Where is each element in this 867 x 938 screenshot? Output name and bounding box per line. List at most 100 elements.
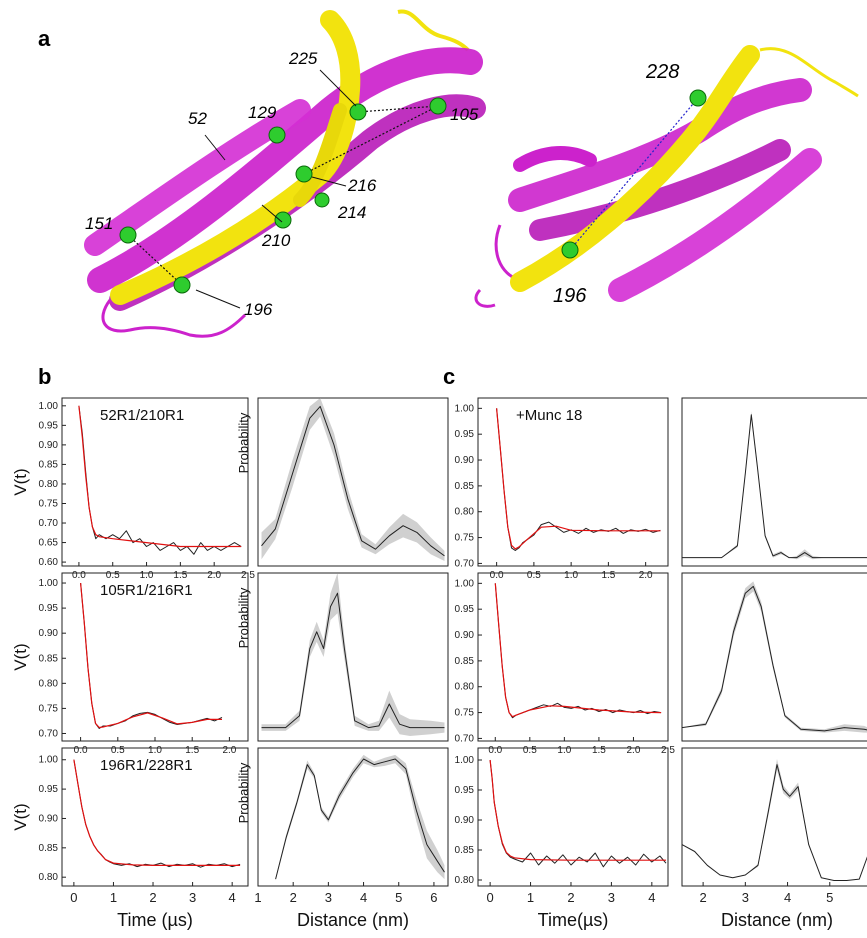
x-tick-label: 4	[360, 890, 367, 905]
x-tick-label: 2	[290, 890, 297, 905]
leader-196	[195, 289, 241, 309]
fit-trace	[489, 759, 666, 861]
panel-annotation: 196R1/228R1	[100, 757, 193, 774]
x-tick-label: 4	[229, 890, 236, 905]
panel-label-b: b	[38, 364, 51, 389]
spin-label-sphere-214	[314, 192, 330, 208]
spin-label-sphere-151	[119, 226, 137, 244]
distance-line-105-216	[303, 105, 439, 175]
data-trace	[681, 764, 867, 881]
y-tick-label: 0.75	[39, 498, 59, 509]
x-tick-label: 1	[254, 890, 261, 905]
y-tick-label: 0.90	[455, 815, 475, 826]
residue-label: 214	[337, 203, 366, 222]
yellow-tail-right	[759, 47, 859, 98]
y-tick-label: 0.95	[455, 785, 475, 796]
y-tick-label: 0.95	[39, 420, 59, 431]
residue-label: 225	[288, 49, 318, 68]
chart-c1-time: 0.70 0.75 0.80 0.85 0.90 0.95 1.00 0.0 0.5 1.0 1.5…	[455, 397, 669, 581]
x-axis-label: Time (µs)	[117, 910, 193, 930]
x-tick-label: 2.0	[639, 570, 653, 581]
y-tick-label: 1.00	[455, 578, 475, 589]
x-tick-label: 0	[487, 890, 494, 905]
y-tick-label: 0.90	[39, 628, 59, 639]
x-tick-label: 2	[567, 890, 574, 905]
y-axis-label: Probability	[236, 762, 251, 823]
fit-trace	[80, 582, 222, 729]
chart-b2-dist: Probability	[236, 572, 449, 742]
plot-frame	[257, 747, 449, 887]
error-band	[682, 581, 867, 733]
x-tick-label: 4	[784, 890, 791, 905]
y-tick-label: 0.80	[39, 678, 59, 689]
data-trace	[73, 759, 241, 868]
spin-label-sphere-210	[274, 211, 292, 229]
x-tick-label: 0.5	[527, 570, 541, 581]
x-tick-label: 1	[110, 890, 117, 905]
chart-c1-dist	[681, 397, 867, 567]
y-tick-label: 0.60	[39, 557, 59, 568]
y-axis-label: Probability	[236, 412, 251, 473]
x-tick-label: 2.0	[627, 745, 641, 756]
plot-frame	[681, 397, 867, 567]
fit-trace	[496, 408, 661, 550]
magenta-loop-r	[474, 224, 521, 308]
chart-grid: 0.600.650.700.750.800.850.900.951.000.0 0…	[11, 397, 867, 930]
x-tick-label: 1.5	[173, 570, 187, 581]
x-tick-label: 1.5	[601, 570, 615, 581]
protein-structure-left: 52 129 225 105 216 214 210 151 196	[84, 9, 486, 338]
y-axis-label: V(t)	[11, 468, 30, 495]
x-tick-label: 2.0	[222, 745, 236, 756]
chart-b3-time: 0.80 0.85 0.90 0.95 1.00 0 1 2 3 4 V(t) Time (µs) 19…	[11, 747, 249, 930]
x-tick-label: 0.5	[106, 570, 120, 581]
residue-label: 216	[347, 176, 377, 195]
y-tick-label: 0.70	[455, 558, 475, 569]
protein-structure-right: 228 196	[474, 45, 859, 308]
y-axis-label: V(t)	[11, 643, 30, 670]
x-tick-label: 0.0	[72, 570, 86, 581]
x-axis-label: Time(µs)	[538, 910, 609, 930]
yellow-helix-2	[293, 103, 347, 207]
spin-label-sphere-216	[295, 165, 313, 183]
data-trace	[261, 592, 445, 729]
x-tick-label: 0.0	[488, 745, 502, 756]
y-tick-label: 0.85	[39, 459, 59, 470]
y-tick-label: 0.85	[39, 843, 59, 854]
plot-frame	[257, 572, 449, 742]
panel-annotation: 52R1/210R1	[100, 407, 184, 424]
spin-label-sphere-225	[349, 103, 367, 121]
y-tick-label: 0.80	[39, 872, 59, 883]
x-tick-label: 2	[699, 890, 706, 905]
y-tick-label: 0.80	[39, 479, 59, 490]
x-tick-label: 3	[325, 890, 332, 905]
distance-line-196-228	[569, 97, 699, 251]
panel-label-c: c	[443, 364, 455, 389]
magenta-helix-r2	[529, 139, 791, 241]
yellow-tail	[397, 9, 470, 52]
y-tick-label: 0.80	[455, 875, 475, 886]
x-tick-label: 4	[648, 890, 655, 905]
x-tick-label: 0.0	[490, 570, 504, 581]
y-tick-label: 1.00	[455, 755, 475, 766]
data-trace	[78, 405, 242, 555]
data-trace	[494, 583, 662, 719]
leader-210	[261, 204, 283, 223]
magenta-loop	[101, 299, 247, 338]
x-tick-label: 3	[742, 890, 749, 905]
leader-52	[204, 134, 226, 161]
y-tick-label: 0.70	[39, 518, 59, 529]
chart-c3-time: 0.80 0.85 0.90 0.95 1.00 0 1 2 3 4 Time(µs)	[455, 747, 669, 930]
x-tick-label: 0.5	[523, 745, 537, 756]
x-tick-label: 1.5	[592, 745, 606, 756]
distance-line-105-225	[357, 105, 439, 113]
plot-frame	[61, 397, 249, 567]
data-trace	[489, 759, 667, 868]
y-tick-label: 0.95	[39, 603, 59, 614]
magenta-helix-r4	[513, 146, 597, 172]
residue-label: 151	[85, 214, 113, 233]
y-tick-label: 1.00	[39, 401, 59, 412]
residue-label: 196	[244, 300, 273, 319]
chart-c3-dist: 23456Distance (nm)	[681, 747, 867, 930]
leader-225	[319, 69, 357, 107]
